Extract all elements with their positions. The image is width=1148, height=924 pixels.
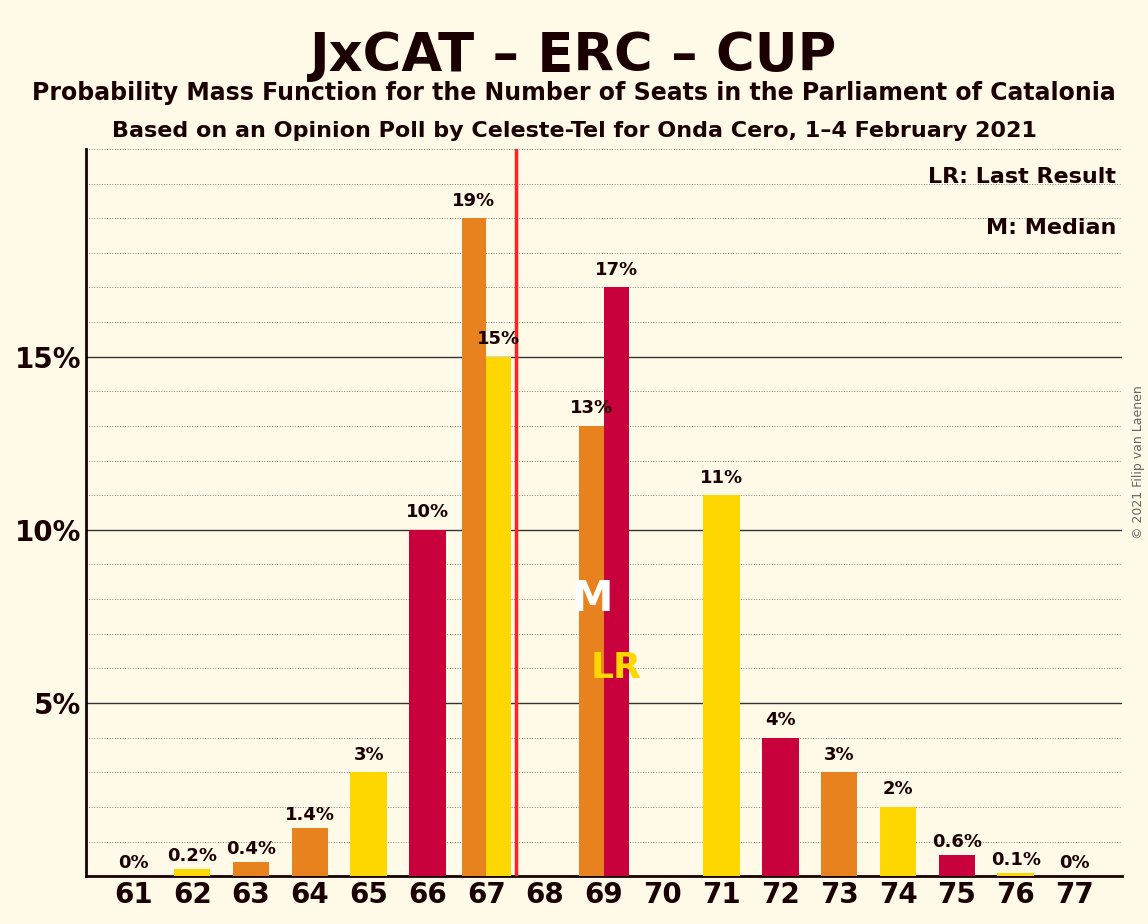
Bar bbox=[292, 828, 328, 876]
Text: Based on an Opinion Poll by Celeste-Tel for Onda Cero, 1–4 February 2021: Based on an Opinion Poll by Celeste-Tel … bbox=[111, 121, 1037, 141]
Bar bbox=[233, 862, 270, 876]
Text: 1.4%: 1.4% bbox=[285, 806, 335, 823]
Text: © 2021 Filip van Laenen: © 2021 Filip van Laenen bbox=[1132, 385, 1146, 539]
Text: 3%: 3% bbox=[824, 746, 854, 763]
Bar bbox=[879, 807, 916, 876]
Text: LR: LR bbox=[591, 651, 642, 686]
Text: 0.4%: 0.4% bbox=[226, 840, 276, 858]
Bar bbox=[821, 772, 858, 876]
Bar bbox=[461, 218, 487, 876]
Bar bbox=[350, 772, 387, 876]
Bar bbox=[487, 357, 511, 876]
Text: 0.2%: 0.2% bbox=[168, 847, 217, 865]
Text: M: Median: M: Median bbox=[986, 218, 1116, 238]
Text: 4%: 4% bbox=[765, 711, 796, 729]
Text: 0.6%: 0.6% bbox=[932, 833, 982, 851]
Text: 13%: 13% bbox=[571, 399, 613, 418]
Text: 19%: 19% bbox=[452, 191, 496, 210]
Text: Probability Mass Function for the Number of Seats in the Parliament of Catalonia: Probability Mass Function for the Number… bbox=[32, 81, 1116, 105]
Text: 0%: 0% bbox=[118, 854, 149, 872]
Bar bbox=[704, 495, 739, 876]
Bar bbox=[174, 869, 210, 876]
Bar bbox=[409, 529, 445, 876]
Text: JxCAT – ERC – CUP: JxCAT – ERC – CUP bbox=[310, 30, 838, 82]
Text: 2%: 2% bbox=[883, 780, 914, 798]
Text: 17%: 17% bbox=[595, 261, 638, 279]
Text: 15%: 15% bbox=[478, 330, 520, 348]
Bar bbox=[580, 426, 604, 876]
Text: M: M bbox=[571, 578, 612, 620]
Bar bbox=[998, 872, 1034, 876]
Bar bbox=[604, 287, 629, 876]
Text: 3%: 3% bbox=[354, 746, 383, 763]
Text: 11%: 11% bbox=[700, 468, 743, 487]
Bar bbox=[762, 737, 799, 876]
Bar bbox=[939, 856, 975, 876]
Text: 10%: 10% bbox=[406, 504, 449, 521]
Text: LR: Last Result: LR: Last Result bbox=[929, 167, 1116, 188]
Text: 0.1%: 0.1% bbox=[991, 850, 1040, 869]
Text: 0%: 0% bbox=[1060, 854, 1089, 872]
